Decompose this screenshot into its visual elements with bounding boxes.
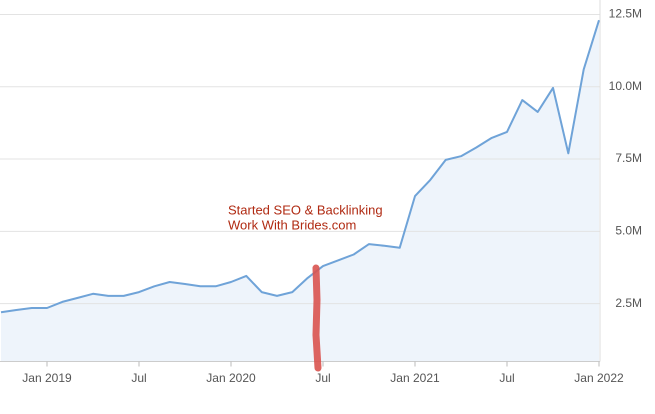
x-tick-label: Jan 2021 (390, 371, 440, 385)
y-tick-label: 7.5M (615, 151, 642, 165)
x-tick-label: Jul (499, 371, 514, 385)
annotation-line: Started SEO & Backlinking (228, 202, 383, 217)
x-tick-label: Jan 2022 (574, 371, 624, 385)
line (0, 19, 600, 314)
y-tick-label: 5.0M (615, 224, 642, 238)
x-tick-label: Jul (131, 371, 146, 385)
x-tick-label: Jan 2020 (206, 371, 256, 385)
y-tick-label: 10.0M (609, 79, 642, 93)
x-tick-label: Jan 2019 (22, 371, 72, 385)
y-tick-label: 12.5M (609, 7, 642, 21)
annotation-line: Work With Brides.com (228, 217, 356, 232)
area-fill (1, 20, 599, 362)
x-tick-label: Jul (315, 371, 330, 385)
annotation-marker (312, 264, 322, 372)
y-tick-label: 2.5M (615, 296, 642, 310)
